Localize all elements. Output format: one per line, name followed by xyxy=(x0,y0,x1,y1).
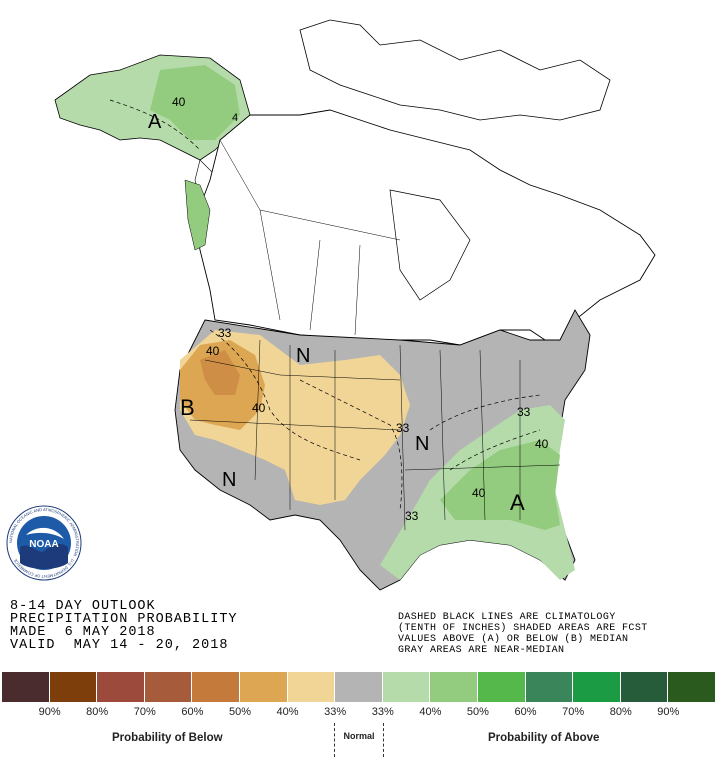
east-33-label: 33 xyxy=(517,405,531,419)
legend-label: 80% xyxy=(609,706,632,718)
legend-swatch xyxy=(668,672,716,702)
note-line-1: DASHED BLACK LINES ARE CLIMATOLOGY xyxy=(398,612,616,623)
svg-text:NOAA: NOAA xyxy=(29,539,58,550)
canada-region xyxy=(194,19,656,351)
alaska-4-label: 4 xyxy=(232,112,238,124)
east-40b-label: 40 xyxy=(472,486,486,500)
outlook-title-block: 8-14 DAY OUTLOOK PRECIPITATION PROBABILIT… xyxy=(10,599,238,653)
legend-label: 40% xyxy=(419,706,442,718)
legend-swatch xyxy=(192,672,240,702)
legend-swatch xyxy=(287,672,336,702)
legend-swatch xyxy=(144,672,193,702)
south-33-label: 33 xyxy=(405,509,419,523)
noaa-logo: NATIONAL OCEANIC AND ATMOSPHERIC ADMINIS… xyxy=(6,505,82,581)
map-labels: A 40 4 33 40 B 40 N N N 33 33 33 40 40 A xyxy=(148,95,549,523)
legend-label: 33% xyxy=(371,706,394,718)
west-40-label: 40 xyxy=(252,401,266,415)
legend-swatch xyxy=(382,672,431,702)
central-33-label: 33 xyxy=(396,421,410,435)
legend-label: 60% xyxy=(181,706,204,718)
southwest-N-label: N xyxy=(222,469,236,491)
bc-coast-region xyxy=(184,179,211,251)
legend-label: 50% xyxy=(228,706,251,718)
legend-label: 90% xyxy=(38,706,61,718)
legend-label: 50% xyxy=(466,706,489,718)
alaska-40-label: 40 xyxy=(172,95,186,109)
legend-label: 90% xyxy=(657,706,680,718)
central-N-label: N xyxy=(415,433,429,455)
above-40-region xyxy=(440,440,560,530)
legend-swatch xyxy=(97,672,145,702)
legend-swatch xyxy=(335,672,383,702)
legend-swatch xyxy=(573,672,621,702)
climatology-lines xyxy=(109,99,541,511)
northwest-33-label: 33 xyxy=(218,326,232,340)
southeast-A-label: A xyxy=(510,490,525,515)
legend-label: 60% xyxy=(514,706,537,718)
legend-labels: 90% 80% 70% 60% 50% 40% 33% 33% 40% 50% 60% 70% 80% 9… xyxy=(2,706,716,720)
below-caption: Probability of Below xyxy=(112,732,223,744)
legend-label: 80% xyxy=(86,706,109,718)
north-N-label: N xyxy=(296,345,310,367)
state-boundaries xyxy=(189,339,561,531)
east-40a-label: 40 xyxy=(535,437,549,451)
title-line-4: VALID MAY 14 - 20, 2018 xyxy=(10,638,229,653)
note-line-4: GRAY AREAS ARE NEAR-MEDIAN xyxy=(398,645,565,656)
title-line-2: PRECIPITATION PROBABILITY xyxy=(10,612,238,627)
normal-box: Normal xyxy=(334,723,384,757)
legend-swatch xyxy=(49,672,98,702)
legend-label: 70% xyxy=(562,706,585,718)
legend-color-bar xyxy=(2,672,716,702)
west-B-label: B xyxy=(180,395,195,420)
outlook-map: A 40 4 33 40 B 40 N N N 33 33 33 40 40 A xyxy=(54,19,656,591)
normal-caption: Normal xyxy=(343,731,375,741)
legend-swatch xyxy=(620,672,669,702)
alaska-A-label: A xyxy=(148,111,162,133)
legend-swatch xyxy=(239,672,288,702)
notes-block: DASHED BLACK LINES ARE CLIMATOLOGY (TENTH… xyxy=(398,612,648,656)
legend-swatch xyxy=(525,672,574,702)
title-line-1: 8-14 DAY OUTLOOK xyxy=(10,599,156,614)
note-line-3: VALUES ABOVE (A) OR BELOW (B) MEDIAN xyxy=(398,634,629,645)
legend-swatch xyxy=(430,672,478,702)
legend-label: 70% xyxy=(133,706,156,718)
legend-label: 33% xyxy=(324,706,347,718)
legend-label: 40% xyxy=(276,706,299,718)
note-line-2: (TENTH OF INCHES) SHADED AREAS ARE FCST xyxy=(398,623,648,634)
legend-swatch xyxy=(477,672,526,702)
title-line-3: MADE 6 MAY 2018 xyxy=(10,625,156,640)
northwest-40-label: 40 xyxy=(206,344,220,358)
above-caption: Probability of Above xyxy=(488,732,600,744)
legend-swatch xyxy=(2,672,50,702)
